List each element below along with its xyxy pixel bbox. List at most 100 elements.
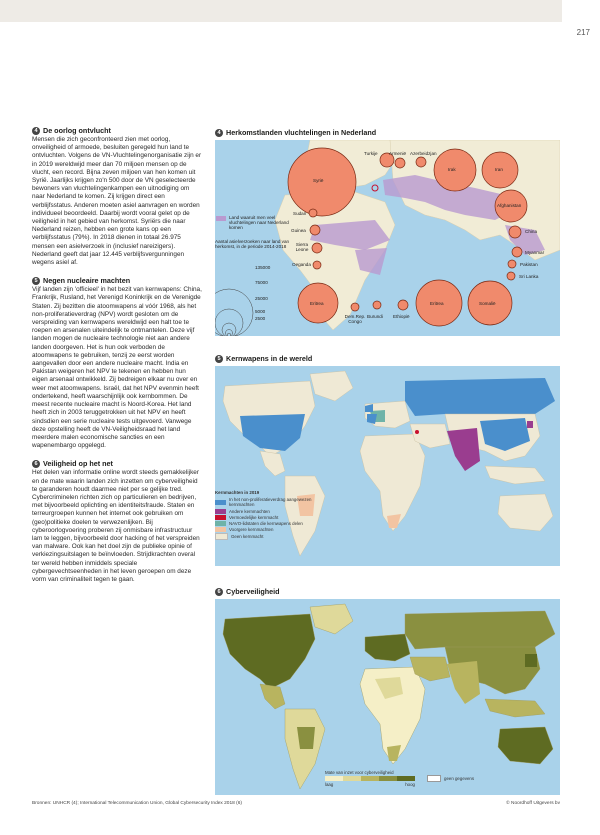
- bubble-sierra-leone: [311, 242, 323, 254]
- legend-swatch: [215, 533, 228, 541]
- country-label: Afghanistan: [497, 203, 522, 208]
- country-label: Iran: [495, 167, 503, 172]
- country-label: Ethiopië: [393, 314, 410, 319]
- country-label: Guinea: [291, 228, 306, 233]
- south-africa-former: [387, 514, 401, 528]
- map-number-badge: 6: [215, 587, 223, 596]
- legend-title: Kernmachten in 2019: [215, 490, 260, 495]
- africa-north-region: [375, 677, 403, 699]
- map-cyber-title: 6 Cyberveiligheid: [215, 587, 280, 596]
- landmass-central-america: [259, 450, 286, 477]
- section-title: De oorlog ontvlucht: [43, 126, 111, 135]
- section-title: Veiligheid op het net: [43, 459, 113, 469]
- legend-swatch: [397, 776, 415, 782]
- section-number-badge: 6: [32, 459, 40, 468]
- legend-item: In het non-proliferatieverdrag aangeweze…: [215, 497, 330, 507]
- highlight-africa-east: [355, 248, 387, 275]
- bubble-armenia: [394, 157, 406, 169]
- legend-swatch: [215, 527, 226, 533]
- country-label: Sierra Leone: [295, 242, 309, 252]
- legend-value: 135000: [255, 265, 271, 270]
- bubble-somalia: [467, 280, 513, 326]
- country-label: Irak: [448, 167, 456, 172]
- north-korea-nuclear: [527, 421, 533, 428]
- country-label: Dem.Rep. Congo: [344, 314, 366, 324]
- legend-swatch: [325, 776, 343, 782]
- legend-circles: [215, 288, 254, 336]
- russia-nuclear: [405, 378, 555, 416]
- country-label: Oeganda: [292, 262, 311, 267]
- section-text: Mensen die zich geconfronteerd zien met …: [32, 136, 202, 267]
- landmass-australia: [497, 493, 554, 532]
- section-number-badge: 5: [32, 276, 40, 285]
- map-number-badge: 4: [215, 128, 223, 137]
- map-cyber-legend: Mate van inzet voor cyberveiligheid geen…: [325, 770, 555, 787]
- sources-footer: Bronnen: UNHCR (4); International Teleco…: [32, 801, 243, 806]
- legend-item: Andere kernmachten: [215, 509, 330, 514]
- legend-value: 75000: [255, 280, 268, 285]
- section-refugees: 4 De oorlog ontvlucht Mensen die zich gec…: [32, 126, 202, 267]
- map-nuclear: Kernmachten in 2019 In het non-prolifera…: [215, 366, 560, 566]
- country-label: China: [525, 229, 538, 234]
- legend-value: 25000: [255, 296, 268, 301]
- legend-area-swatch: [216, 216, 226, 221]
- legend-item: Voorgere kernmachten: [215, 527, 330, 533]
- map-refugees-title: 4 Herkomstlanden vluchtelingen in Nederl…: [215, 128, 376, 137]
- france-nuclear: [367, 414, 377, 424]
- landmass-australia: [497, 726, 554, 765]
- bubble-sudan: [308, 208, 318, 218]
- map-nuclear-legend: Kernmachten in 2019 In het non-prolifera…: [215, 490, 330, 541]
- japan-korea-region: [525, 654, 537, 667]
- legend-item: Geen kernmacht: [215, 533, 330, 541]
- landmass-se-asia: [484, 465, 546, 485]
- country-label: Eritrea: [430, 301, 444, 306]
- bubble-iraq: [433, 148, 477, 192]
- map-cyber-canvas: [215, 599, 560, 795]
- brazil-region: [297, 727, 315, 749]
- bubble-burundi: [372, 300, 382, 310]
- bubble-uganda: [312, 260, 322, 270]
- page-corner-band: [0, 0, 562, 22]
- country-label: Azerbeidzjan: [410, 151, 437, 156]
- landmass-middle-east: [409, 656, 451, 682]
- bubble-afghanistan: [494, 189, 528, 223]
- legend-area-label: Land waaruit men veel vluchtelingen naar…: [229, 215, 289, 230]
- bubble-srilanka: [506, 271, 516, 281]
- map-number-badge: 5: [215, 354, 223, 363]
- section-nuclear: 5 Negen nucleaire machten Vijf landen zij…: [32, 276, 202, 450]
- map-nuclear-canvas: [215, 366, 560, 566]
- bubble-pakistan: [507, 259, 517, 269]
- section-cyber: 6 Veiligheid op het net Het delen van inf…: [32, 459, 202, 584]
- legend-value: 5000: [255, 309, 266, 314]
- landmass-se-asia: [484, 698, 546, 718]
- section-title: Negen nucleaire machten: [43, 276, 131, 286]
- country-label: Turkije: [364, 151, 378, 156]
- landmass-africa: [359, 666, 426, 765]
- country-label: Sri Lanka: [519, 274, 539, 279]
- landmass-russia: [404, 610, 556, 650]
- legend-swatch: [215, 508, 226, 514]
- bubble-eritrea-1: [297, 282, 339, 324]
- page-number: 217: [576, 28, 590, 37]
- legend-swatch: [215, 521, 226, 527]
- landmass-greenland: [309, 603, 354, 635]
- legend-circles-title: Aantal asielverzoeken naar land van herk…: [215, 239, 290, 249]
- brazil-former: [297, 494, 315, 516]
- country-label: Myanmar: [525, 250, 545, 255]
- legend-item: Vermoedelijke kernmacht: [215, 515, 330, 520]
- legend-swatch: [215, 514, 226, 520]
- legend-swatch: [215, 499, 226, 505]
- bubble-eritrea-2: [415, 279, 463, 327]
- bubble-congo: [350, 302, 360, 312]
- map-refugees: Land waaruit men veel vluchtelingen naar…: [215, 140, 560, 336]
- netherlands-marker: [371, 184, 379, 192]
- landmass-africa: [359, 433, 426, 532]
- landmass-greenland: [309, 370, 354, 402]
- section-number-badge: 4: [32, 126, 40, 135]
- refugee-bubbles: [287, 147, 528, 327]
- israel-suspected: [415, 430, 419, 434]
- legend-swatch: [343, 776, 361, 782]
- bubble-turkey: [379, 152, 395, 168]
- country-label: Sudan: [293, 211, 307, 216]
- legend-value: 2500: [255, 316, 266, 321]
